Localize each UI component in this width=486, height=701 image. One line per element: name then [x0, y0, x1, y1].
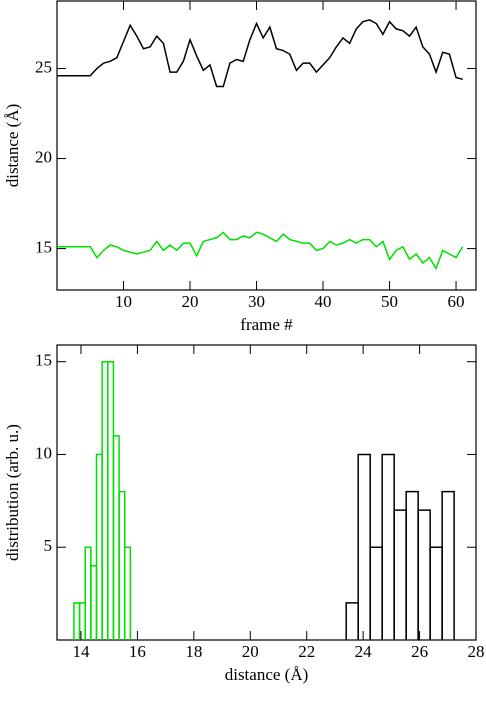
histogram-bar [95, 453, 103, 640]
histogram-bar [73, 602, 81, 640]
histogram-bar [417, 509, 431, 640]
x-tick-label: 22 [298, 642, 315, 661]
x-tick-label: 16 [129, 642, 146, 661]
histogram-bar [345, 602, 359, 640]
histogram-bar [84, 546, 92, 640]
y-axis-label: distance (Å) [3, 104, 22, 188]
y-tick-label: 15 [35, 237, 52, 256]
x-tick-label: 20 [242, 642, 259, 661]
histogram-bar [357, 453, 371, 640]
x-tick-label: 24 [355, 642, 373, 661]
x-tick-label: 20 [182, 292, 199, 311]
x-tick-label: 30 [248, 292, 265, 311]
histogram-bar [441, 490, 455, 640]
histogram-bar [78, 602, 86, 640]
histogram-bar [381, 453, 395, 640]
y-tick-label: 10 [35, 443, 52, 462]
histogram-bar [90, 565, 98, 640]
x-tick-label: 50 [381, 292, 398, 311]
x-tick-label: 60 [448, 292, 465, 311]
y-tick-label: 20 [35, 147, 52, 166]
x-tick-label: 18 [185, 642, 202, 661]
data-line [57, 231, 464, 271]
x-tick-label: 28 [468, 642, 485, 661]
y-tick-label: 15 [35, 351, 52, 370]
x-axis-label: frame # [240, 315, 293, 334]
histogram-bar [112, 435, 120, 640]
histogram-bar [107, 360, 115, 640]
x-axis-label: distance (Å) [225, 665, 309, 684]
histogram-bar [118, 490, 126, 640]
histogram-bar [405, 490, 419, 640]
y-tick-label: 5 [44, 536, 53, 555]
y-axis-label: distribution (arb. u.) [3, 424, 22, 561]
plot-frame [56, 344, 477, 641]
x-tick-label: 40 [315, 292, 332, 311]
x-tick-label: 26 [411, 642, 428, 661]
histogram-bar [393, 509, 407, 640]
histogram-bar [101, 360, 109, 640]
plot-frame [56, 0, 477, 291]
y-tick-label: 25 [35, 57, 52, 76]
histogram-bar [123, 546, 132, 640]
x-tick-label: 14 [72, 642, 90, 661]
histogram-bar [369, 546, 383, 640]
histogram-bar [429, 546, 443, 640]
data-line [57, 19, 463, 88]
x-tick-label: 10 [115, 292, 132, 311]
